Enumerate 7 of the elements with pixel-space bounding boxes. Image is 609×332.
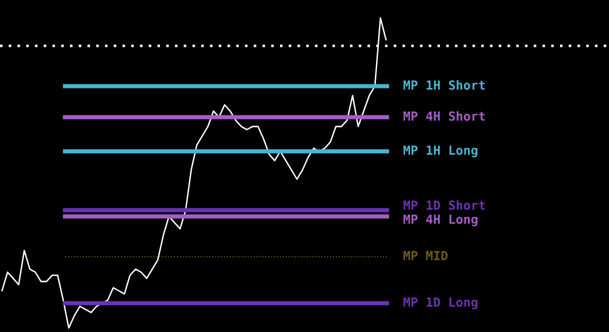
ref-line-label: MP 1H Short [404,80,485,90]
ref-line-label: MP MID [404,251,448,260]
ref-line-label: MP 1D Short [404,200,485,210]
ref-line-label: MP 1D Long [404,298,478,310]
ref-line-label: MP 4H Long [404,214,478,226]
ref-line-label: MP 4H Short [404,111,485,121]
ref-line-label: MP 1H Long [404,146,478,158]
